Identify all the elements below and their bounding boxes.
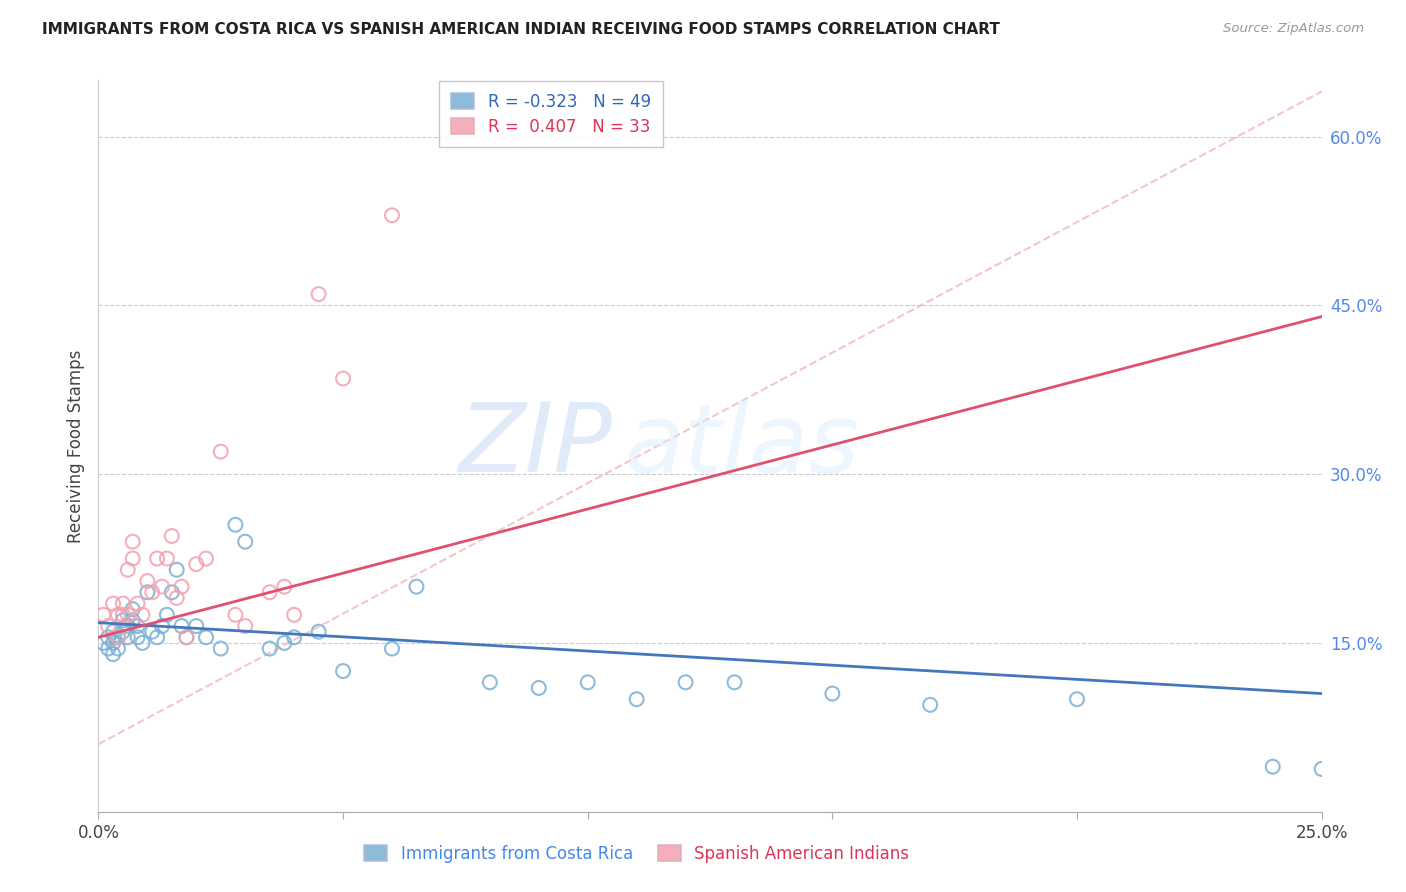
- Point: [283, 607, 305, 622]
- Point: [141, 624, 163, 639]
- Point: [259, 641, 281, 656]
- Point: [127, 630, 149, 644]
- Point: [97, 619, 120, 633]
- Point: [131, 636, 153, 650]
- Point: [224, 607, 246, 622]
- Point: [209, 641, 232, 656]
- Point: [527, 681, 550, 695]
- Point: [195, 630, 218, 644]
- Point: [121, 551, 143, 566]
- Point: [111, 597, 134, 611]
- Point: [1310, 762, 1333, 776]
- Point: [136, 585, 159, 599]
- Point: [381, 208, 404, 222]
- Point: [121, 602, 143, 616]
- Point: [101, 597, 124, 611]
- Point: [273, 636, 295, 650]
- Point: [195, 551, 218, 566]
- Text: ZIP: ZIP: [458, 400, 612, 492]
- Point: [101, 636, 124, 650]
- Point: [405, 580, 427, 594]
- Point: [117, 563, 139, 577]
- Text: Source: ZipAtlas.com: Source: ZipAtlas.com: [1223, 22, 1364, 36]
- Point: [308, 624, 330, 639]
- Point: [141, 585, 163, 599]
- Point: [308, 287, 330, 301]
- Point: [111, 614, 134, 628]
- Point: [381, 641, 404, 656]
- Point: [131, 607, 153, 622]
- Point: [117, 630, 139, 644]
- Point: [273, 580, 295, 594]
- Text: IMMIGRANTS FROM COSTA RICA VS SPANISH AMERICAN INDIAN RECEIVING FOOD STAMPS CORR: IMMIGRANTS FROM COSTA RICA VS SPANISH AM…: [42, 22, 1000, 37]
- Point: [156, 607, 179, 622]
- Point: [127, 619, 149, 633]
- Point: [332, 664, 354, 678]
- Point: [107, 630, 129, 644]
- Point: [675, 675, 697, 690]
- Point: [576, 675, 599, 690]
- Point: [97, 630, 120, 644]
- Point: [224, 517, 246, 532]
- Point: [626, 692, 648, 706]
- Point: [1066, 692, 1088, 706]
- Point: [97, 641, 120, 656]
- Point: [186, 557, 208, 571]
- Point: [176, 630, 198, 644]
- Point: [150, 619, 173, 633]
- Point: [723, 675, 745, 690]
- Point: [233, 619, 256, 633]
- Point: [166, 591, 188, 605]
- Point: [91, 636, 114, 650]
- Point: [283, 630, 305, 644]
- Point: [136, 574, 159, 588]
- Point: [160, 529, 183, 543]
- Point: [920, 698, 942, 712]
- Point: [186, 619, 208, 633]
- Legend: Immigrants from Costa Rica, Spanish American Indians: Immigrants from Costa Rica, Spanish Amer…: [357, 838, 917, 869]
- Point: [146, 551, 169, 566]
- Point: [121, 614, 143, 628]
- Point: [117, 619, 139, 633]
- Point: [1261, 760, 1284, 774]
- Point: [478, 675, 501, 690]
- Point: [107, 607, 129, 622]
- Point: [170, 580, 193, 594]
- Point: [332, 371, 354, 385]
- Point: [117, 607, 139, 622]
- Point: [107, 641, 129, 656]
- Point: [101, 647, 124, 661]
- Point: [101, 624, 124, 639]
- Point: [111, 624, 134, 639]
- Point: [107, 630, 129, 644]
- Point: [146, 630, 169, 644]
- Point: [160, 585, 183, 599]
- Point: [121, 534, 143, 549]
- Point: [176, 630, 198, 644]
- Point: [156, 551, 179, 566]
- Point: [233, 534, 256, 549]
- Point: [91, 607, 114, 622]
- Point: [127, 597, 149, 611]
- Point: [111, 607, 134, 622]
- Point: [170, 619, 193, 633]
- Text: atlas: atlas: [624, 400, 859, 492]
- Point: [209, 444, 232, 458]
- Y-axis label: Receiving Food Stamps: Receiving Food Stamps: [66, 350, 84, 542]
- Point: [821, 687, 844, 701]
- Point: [166, 563, 188, 577]
- Point: [259, 585, 281, 599]
- Point: [150, 580, 173, 594]
